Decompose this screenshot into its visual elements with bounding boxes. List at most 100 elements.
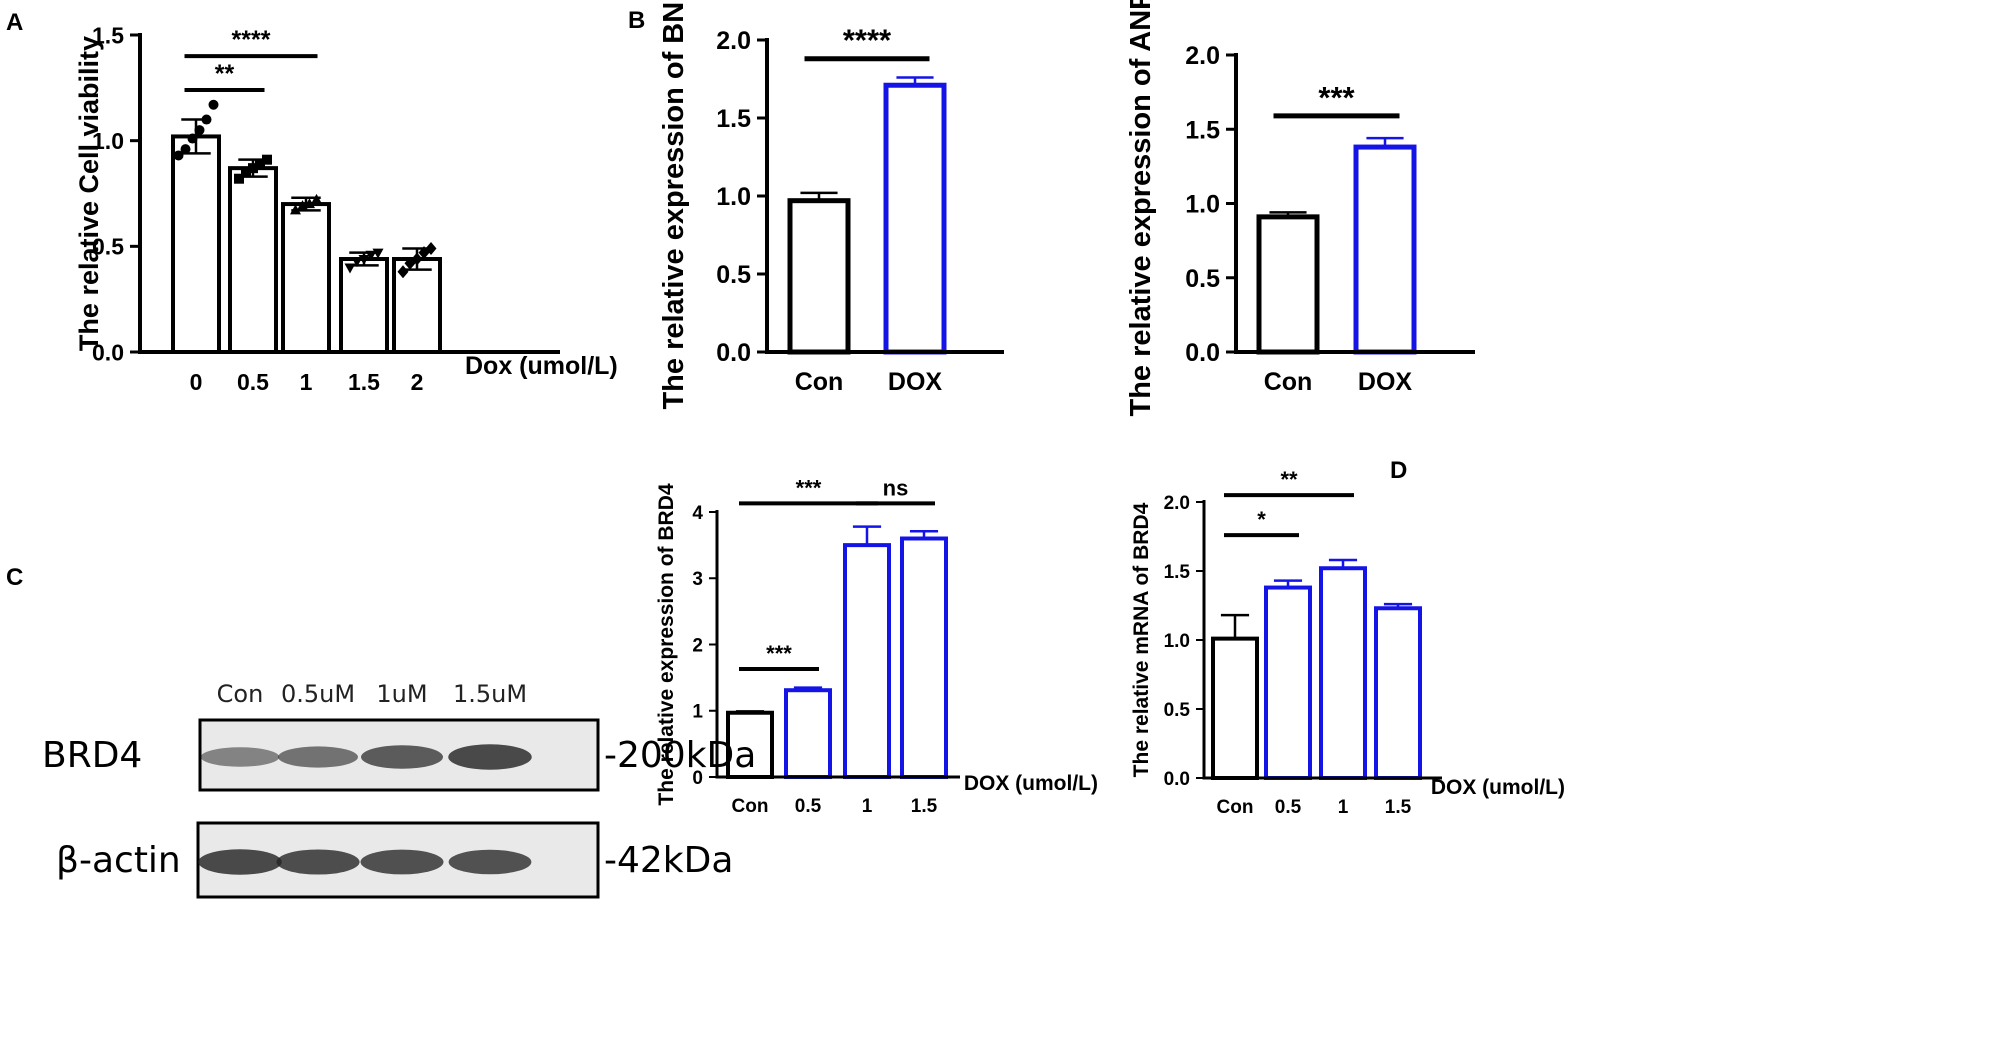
y-tick-label: 1.0 [1185,191,1220,219]
panel-label: B [628,7,645,34]
x-tick-label: 1.5 [1385,797,1412,818]
significance-label: ns [883,475,909,500]
y-tick-label: 0.0 [716,339,751,367]
x-tick-label: 1 [300,369,313,395]
lane-label: 1.5uM [453,680,527,708]
x-axis-title: Dox (umol/L) [465,352,618,380]
y-axis-title: The relative Cell viability [74,36,104,351]
x-tick-label: Con [732,796,769,817]
y-tick-label: 1.0 [92,128,124,154]
data-point [344,263,356,274]
chart-4: 0 1 2 3 4 Con 0.5 1 1.5 The relative expression o… [655,475,1098,817]
x-tick-label: 0.5 [237,369,269,395]
bar [1374,606,1422,781]
y-tick-label: 1.5 [92,22,124,48]
blot-row-label: BRD4 [42,735,142,776]
data-point [241,167,251,178]
y-tick-label: 1.0 [716,183,751,211]
y-tick-label: 2.0 [1164,493,1190,514]
data-point [358,255,370,266]
significance-label: **** [232,26,271,54]
data-point [411,252,423,266]
x-tick-label: DOX [1358,368,1413,396]
bar [1256,214,1320,355]
bar [281,202,331,354]
bar [339,257,389,354]
blot-band [361,745,443,769]
bar [1211,636,1259,780]
significance-label: ** [1280,467,1298,492]
bar [900,536,948,779]
x-tick-label: Con [1264,368,1313,396]
y-tick-label: 2.0 [1185,42,1220,70]
y-tick-label: 1.5 [1185,116,1220,144]
chart-2: B 0.0 0.5 1.0 1.5 2.0 Con DOX The relative expre… [628,0,1004,410]
data-point [290,204,301,215]
chart-1: A 0.0 0.5 1.0 1.5 0 0.5 1 1.5 2 The relative Cell … [6,9,618,395]
bar [1319,566,1367,780]
data-point [262,154,272,165]
y-tick-label: 0.5 [92,234,124,260]
x-tick-label: 0 [190,369,203,395]
data-point [180,144,191,155]
blot-band [448,744,532,770]
data-point [234,173,244,184]
significance-label: ** [215,60,235,88]
y-tick-label: 1.0 [1164,631,1190,652]
y-tick-label: 2 [692,635,703,656]
x-tick-label: 0.5 [795,796,822,817]
blot-band [276,849,360,875]
x-axis-title: DOX (umol/L) [964,772,1098,795]
data-point [304,198,315,209]
data-point [194,125,205,136]
bar [787,198,851,355]
data-point [425,241,437,255]
blot-size-label: -200kDa [604,735,756,776]
x-tick-label: 1 [862,796,873,817]
lane-label: 0.5uM [281,680,355,708]
bar [1264,585,1312,780]
data-point [351,257,363,268]
x-tick-label: 0.5 [1275,797,1302,818]
x-tick-label: 2 [411,369,424,395]
y-tick-label: 0.5 [716,261,751,289]
lane-label: 1uM [376,680,427,708]
bar [228,166,278,354]
y-tick-label: 0.0 [1185,339,1220,367]
significance-label: *** [796,475,822,500]
data-point [311,193,322,204]
y-tick-label: 0.5 [1164,700,1191,721]
blot-size-label: -42kDa [604,840,733,881]
panel-label: A [6,9,23,36]
y-axis-title: The relative expression of BRD4 [655,483,678,805]
x-tick-label: 1.5 [911,796,938,817]
blot-band [278,746,358,768]
significance-label: **** [843,23,892,58]
y-tick-label: 0.0 [92,339,124,365]
y-tick-label: 1 [692,702,703,723]
bar [883,82,947,355]
y-tick-label: 4 [692,503,703,524]
blot-band [360,849,444,875]
chart-3: 0.0 0.5 1.0 1.5 2.0 Con DOX The relative expres… [1125,0,1475,417]
panel-label: D [1390,457,1407,484]
y-tick-label: 2.0 [716,27,751,55]
x-tick-label: 1.5 [348,369,380,395]
panel-label: C [6,564,23,591]
significance-label: * [1257,507,1266,532]
significance-label: *** [1318,80,1355,115]
data-point [208,99,219,110]
blot-band [448,849,532,875]
western-blot: C Con 0.5uM 1uM 1.5uM BRD4 -200kDa β-actin -42kD… [6,564,756,899]
data-point [187,133,198,144]
data-point [173,150,184,161]
data-point [372,248,384,259]
y-axis-title: The relative expression of ANP [1125,0,1157,417]
y-tick-label: 1.5 [716,105,751,133]
y-axis-title: The relative mRNA of BRD4 [1130,502,1153,777]
y-tick-label: 1.5 [1164,562,1191,583]
bar [843,543,891,779]
data-point [365,250,377,261]
data-point [397,265,409,279]
